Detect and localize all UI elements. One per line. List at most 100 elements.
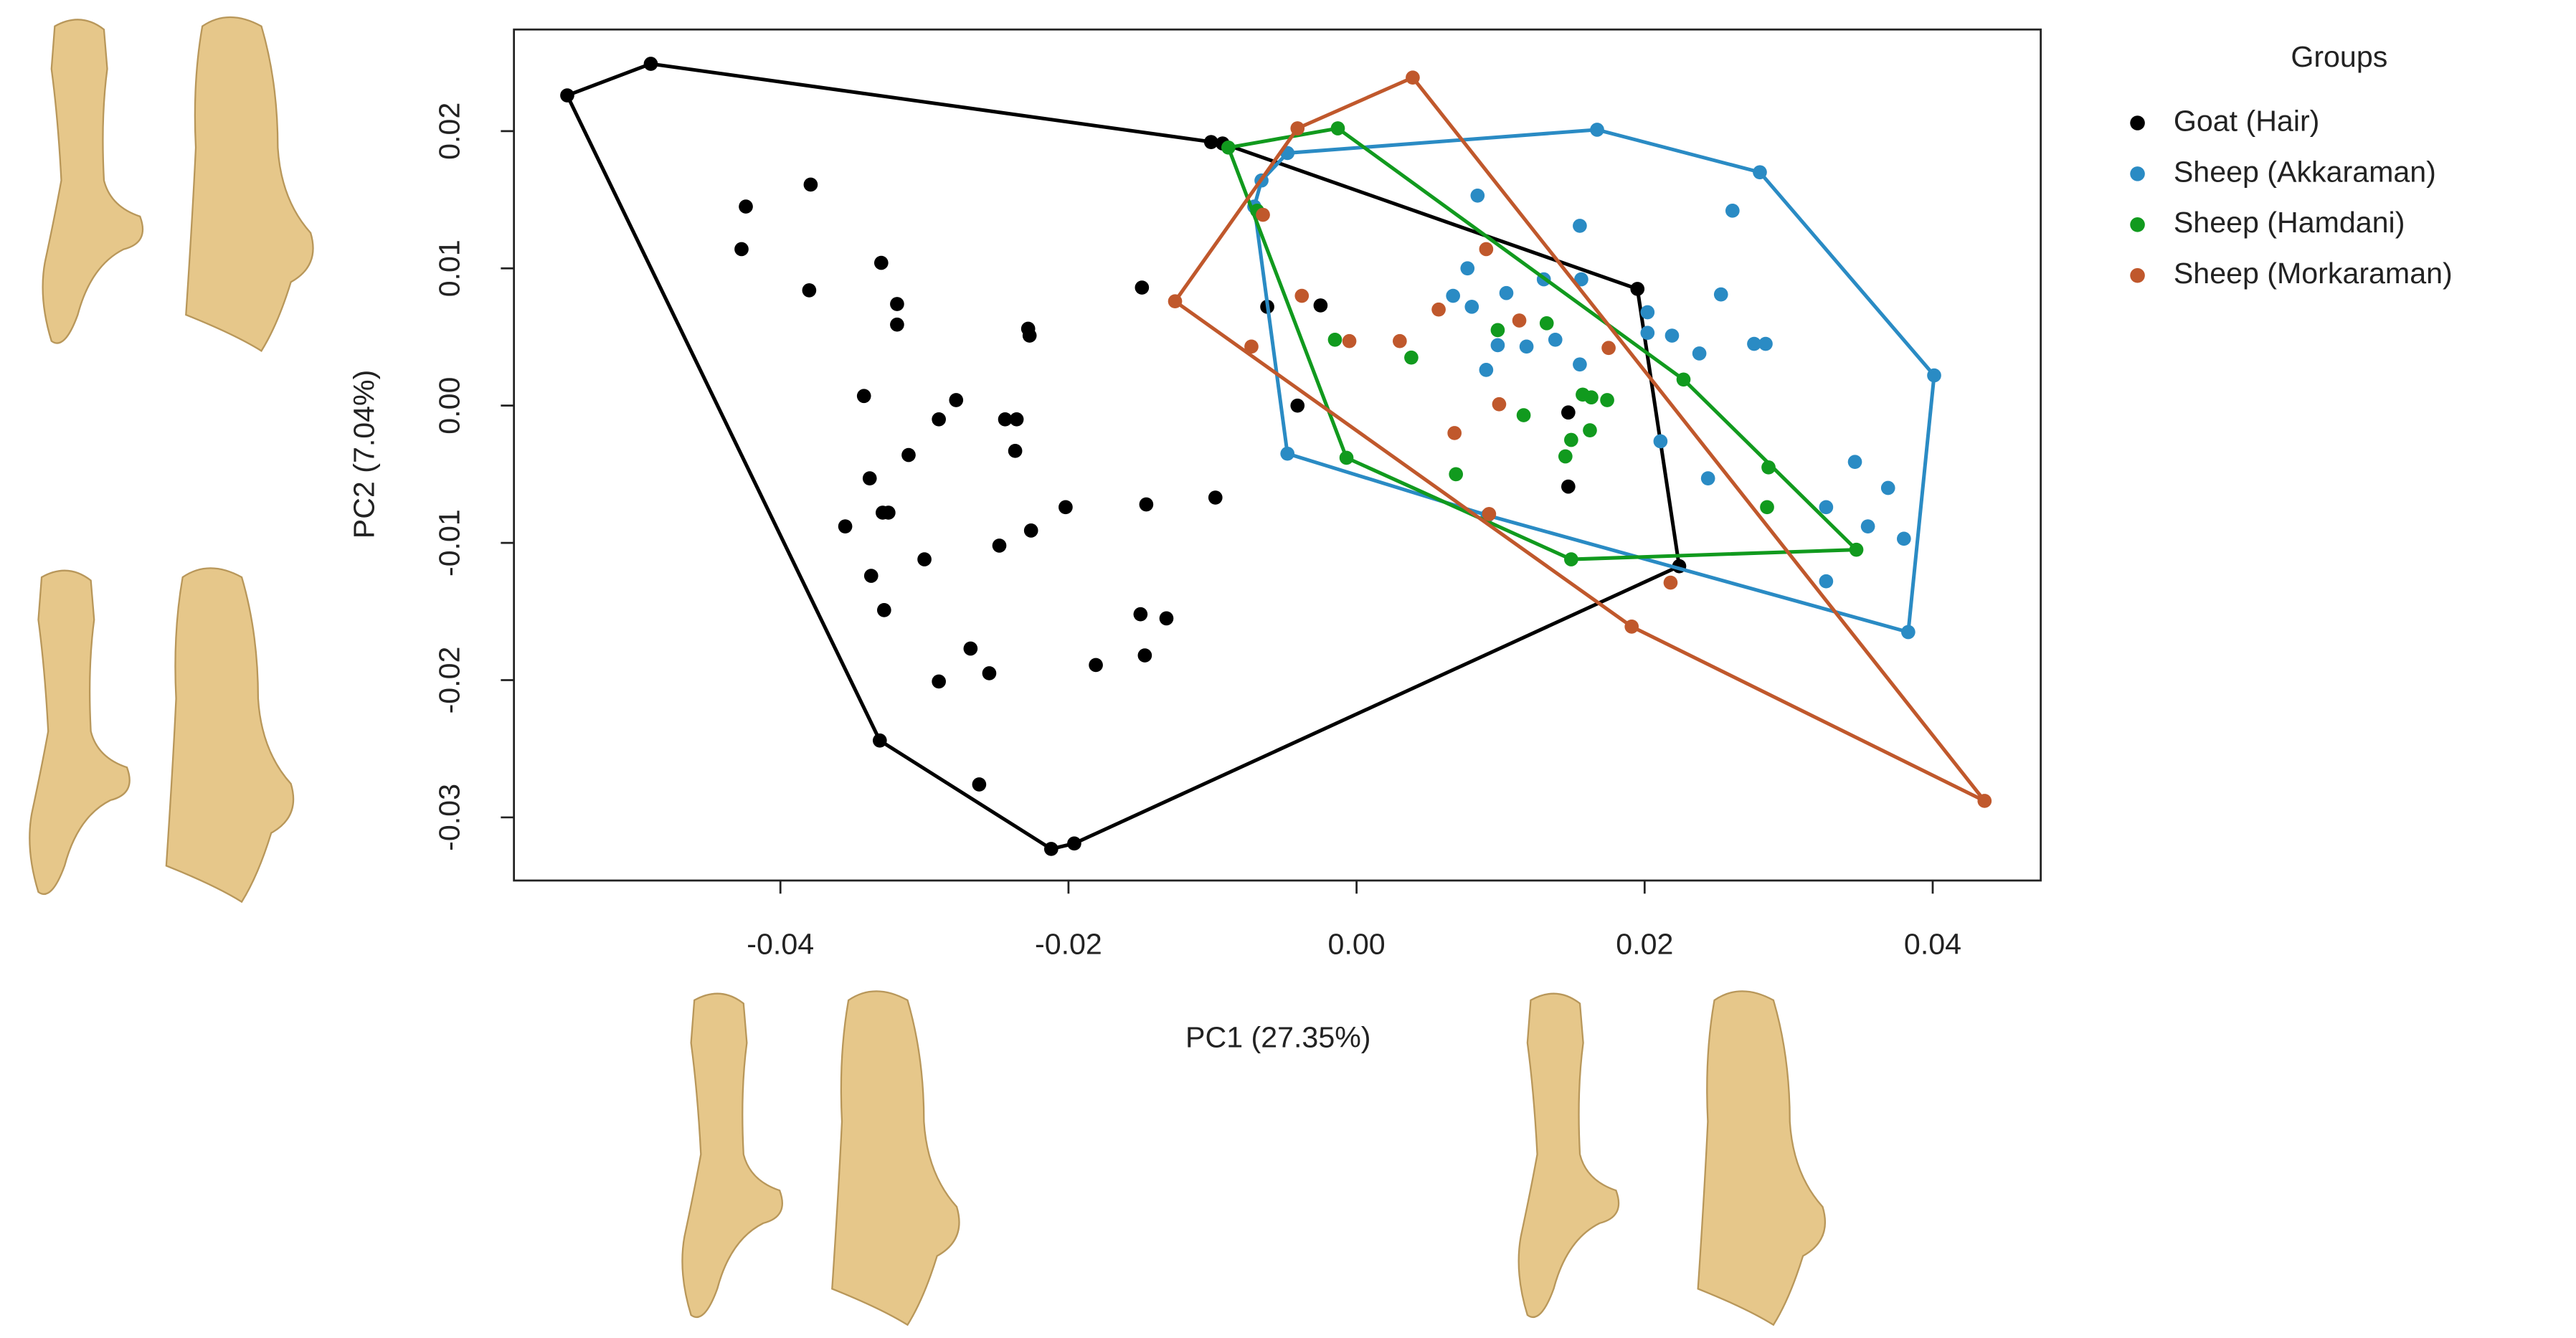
- point: [1564, 552, 1578, 566]
- point: [1819, 500, 1834, 515]
- point: [1492, 397, 1507, 412]
- legend-label: Goat (Hair): [2174, 104, 2320, 137]
- point: [1653, 434, 1668, 449]
- legend-marker: [2130, 267, 2145, 283]
- legend-title: Groups: [2291, 40, 2387, 73]
- bone-image: [681, 992, 783, 1319]
- point: [1676, 372, 1691, 387]
- point: [876, 603, 891, 617]
- point: [1896, 531, 1911, 546]
- convex-hull: [564, 62, 1682, 851]
- point: [917, 552, 932, 566]
- point: [1482, 507, 1497, 521]
- point: [972, 777, 987, 792]
- point: [1009, 412, 1024, 427]
- point: [1901, 625, 1916, 640]
- bone-image: [1517, 992, 1620, 1319]
- x-axis-label: PC1 (27.35%): [1185, 1021, 1371, 1054]
- point: [949, 393, 964, 407]
- point: [901, 447, 916, 462]
- point: [1927, 368, 1941, 383]
- y-tick-label: 0.00: [433, 377, 466, 435]
- point: [1640, 326, 1655, 341]
- point: [734, 242, 749, 257]
- series: [1221, 121, 1864, 566]
- point: [1499, 285, 1514, 300]
- point: [862, 471, 877, 485]
- point: [1847, 455, 1862, 469]
- bone-image: [42, 19, 144, 344]
- point: [1135, 280, 1150, 295]
- point: [1725, 204, 1740, 218]
- point: [1573, 219, 1587, 233]
- y-tick-label: 0.01: [433, 239, 466, 297]
- x-tick-label: -0.02: [1035, 927, 1102, 960]
- point: [803, 177, 818, 192]
- point: [1256, 207, 1270, 222]
- point: [1022, 328, 1037, 343]
- point: [643, 57, 658, 71]
- point: [1849, 542, 1864, 557]
- point: [1330, 121, 1345, 136]
- point: [1512, 313, 1527, 328]
- point: [963, 641, 978, 656]
- bone-image: [831, 990, 960, 1326]
- point: [1470, 188, 1485, 203]
- point: [1313, 298, 1328, 313]
- legend-label: Sheep (Akkaraman): [2174, 155, 2436, 188]
- point: [1747, 336, 1761, 351]
- x-tick-label: -0.04: [747, 927, 814, 960]
- point: [1490, 338, 1505, 353]
- point: [1446, 288, 1461, 303]
- point: [1860, 519, 1875, 533]
- point: [1159, 611, 1174, 626]
- point: [890, 317, 904, 332]
- legend-label: Sheep (Morkaraman): [2174, 257, 2453, 290]
- point: [998, 412, 1013, 427]
- point: [1760, 500, 1774, 515]
- bone-image: [165, 567, 295, 903]
- convex-hull: [1173, 75, 1987, 803]
- point: [1280, 446, 1295, 461]
- point: [1761, 460, 1776, 475]
- plot-frame: [513, 28, 2042, 882]
- point: [1574, 272, 1588, 287]
- point: [982, 666, 997, 680]
- point: [932, 674, 946, 689]
- point: [1600, 393, 1614, 407]
- point: [739, 199, 753, 214]
- point: [873, 255, 889, 270]
- point: [1406, 70, 1420, 85]
- legend-marker: [2130, 217, 2145, 232]
- point: [1624, 620, 1639, 634]
- point: [1447, 426, 1462, 440]
- bone-image: [1697, 990, 1827, 1326]
- legend-marker: [2130, 115, 2145, 131]
- y-axis-label: PC2 (7.04%): [348, 370, 381, 539]
- point: [1290, 398, 1305, 413]
- point: [1059, 500, 1073, 515]
- series: [1247, 123, 1941, 640]
- point: [1464, 300, 1479, 314]
- point: [1665, 328, 1680, 343]
- point: [1753, 165, 1767, 180]
- point: [1561, 479, 1576, 494]
- point: [1819, 574, 1834, 589]
- point: [1431, 302, 1446, 317]
- point: [838, 519, 853, 533]
- point: [1573, 357, 1587, 372]
- point: [1067, 836, 1081, 851]
- point: [1133, 607, 1148, 622]
- point: [1880, 480, 1895, 495]
- point: [890, 297, 904, 311]
- point: [1327, 332, 1343, 347]
- point: [1089, 658, 1103, 673]
- point: [1244, 339, 1259, 354]
- point: [560, 88, 574, 103]
- point: [1700, 471, 1715, 485]
- point: [1583, 423, 1597, 437]
- point: [1558, 449, 1573, 464]
- point: [1137, 648, 1152, 663]
- convex-hull: [1252, 128, 1936, 635]
